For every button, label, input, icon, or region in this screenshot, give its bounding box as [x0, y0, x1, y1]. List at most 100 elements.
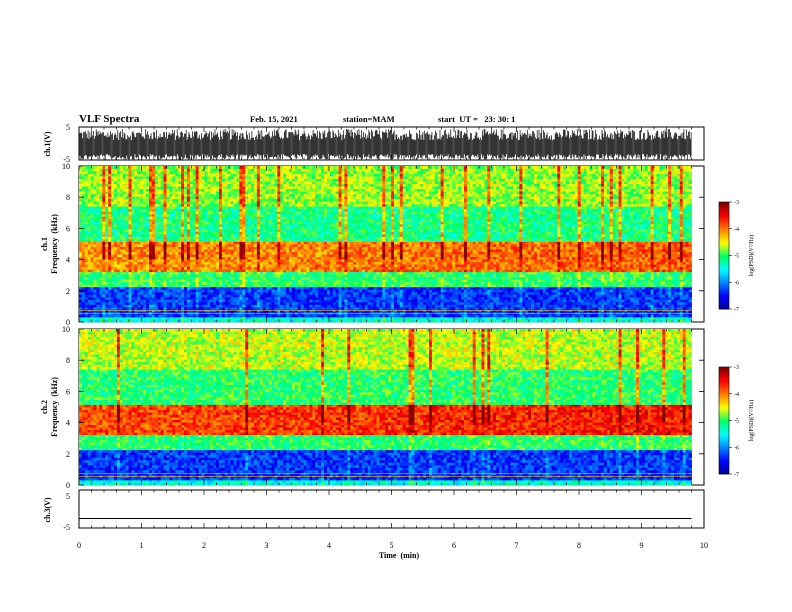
spectrogram-cell	[307, 209, 310, 212]
spectrogram-cell	[295, 304, 298, 307]
spectrogram-cell	[213, 304, 216, 307]
spectrogram-cell	[254, 214, 257, 217]
spectrogram-cell	[132, 297, 135, 300]
spectrogram-cell	[143, 272, 146, 275]
spectrogram-cell	[225, 282, 228, 285]
spectrogram-cell	[199, 299, 202, 302]
spectrogram-cell	[231, 196, 234, 199]
spectrogram-cell	[193, 189, 196, 192]
spectrogram-cell	[210, 299, 213, 302]
spectrogram-cell	[143, 241, 146, 244]
spectrogram-cell	[260, 279, 263, 282]
spectrogram-cell	[286, 166, 289, 169]
spectrogram-cell	[216, 169, 219, 172]
spectrogram-cell	[187, 224, 190, 227]
spectrogram-cell	[88, 239, 91, 242]
spectrogram-cell	[134, 236, 137, 239]
spectrogram-cell	[248, 294, 251, 297]
spectrogram-cell	[79, 277, 82, 280]
spectrogram-cell	[140, 269, 143, 272]
spectrogram-cell	[304, 304, 307, 307]
spectrogram-cell	[260, 181, 263, 184]
spectrogram-cell	[204, 204, 207, 207]
spectrogram-cell	[164, 254, 167, 257]
spectrogram-cell	[190, 206, 193, 209]
spectrogram-cell	[234, 262, 237, 265]
spectrogram-cell	[94, 189, 97, 192]
spectrogram-cell	[272, 199, 275, 202]
spectrogram-cell	[187, 234, 190, 237]
spectrogram-cell	[187, 186, 190, 189]
spectrogram-cell	[248, 244, 251, 247]
spectrogram-cell	[274, 272, 277, 275]
spectrogram-cell	[213, 264, 216, 267]
spectrogram-cell	[155, 214, 158, 217]
spectrogram-cell	[85, 229, 88, 232]
spectrogram-cell	[237, 206, 240, 209]
spectrogram-cell	[295, 297, 298, 300]
spectrogram-cell	[251, 204, 254, 207]
spectrogram-cell	[277, 199, 280, 202]
spectrogram-cell	[85, 309, 88, 312]
spectrogram-cell	[120, 196, 123, 199]
spectrogram-cell	[120, 206, 123, 209]
spectrogram-cell	[225, 206, 228, 209]
spectrogram-cell	[172, 219, 175, 222]
spectrogram-cell	[91, 284, 94, 287]
spectrogram-cell	[149, 319, 152, 322]
ch1-ytick-top: 5	[66, 123, 70, 132]
spectrogram-cell	[88, 294, 91, 297]
spectrogram-cell	[97, 272, 100, 275]
spectrogram-cell	[248, 176, 251, 179]
spectrogram-cell	[260, 241, 263, 244]
spectrogram-cell	[309, 274, 312, 277]
spectrogram-cell	[216, 171, 219, 174]
spectrogram-cell	[237, 289, 240, 292]
spectrogram-cell	[263, 254, 266, 257]
spectrogram-cell	[129, 184, 132, 187]
spectrogram-cell	[97, 236, 100, 239]
spectrogram-cell	[193, 317, 196, 320]
spectrogram-cell	[199, 282, 202, 285]
spectrogram-cell	[123, 267, 126, 270]
spectrogram-cell	[164, 239, 167, 242]
spectrogram-cell	[175, 189, 178, 192]
spectrogram-cell	[280, 299, 283, 302]
spectrogram-cell	[231, 262, 234, 265]
spectrogram-cell	[187, 221, 190, 224]
spectrogram-cell	[120, 219, 123, 222]
spectrogram-cell	[102, 249, 105, 252]
spectrogram-cell	[169, 189, 172, 192]
spectrogram-cell	[286, 216, 289, 219]
spectrogram-cell	[187, 239, 190, 242]
spectrogram-cell	[213, 239, 216, 242]
spectrogram-cell	[123, 189, 126, 192]
spectrogram-cell	[167, 184, 170, 187]
spectrogram-cell	[94, 234, 97, 237]
spectrogram-cell	[292, 249, 295, 252]
spectrogram-cell	[248, 269, 251, 272]
spectrogram-cell	[295, 239, 298, 242]
spectrogram-cell	[222, 244, 225, 247]
spectrogram-cell	[245, 229, 248, 232]
spectrogram-cell	[277, 254, 280, 257]
spectrogram-cell	[295, 174, 298, 177]
spectrogram-cell	[202, 176, 205, 179]
spectrogram-cell	[158, 297, 161, 300]
spectrogram-cell	[274, 191, 277, 194]
spectrogram-cell	[272, 307, 275, 310]
spectrogram-cell	[158, 317, 161, 320]
spectrogram-cell	[216, 299, 219, 302]
spectrogram-cell	[272, 274, 275, 277]
spectrogram-cell	[274, 262, 277, 265]
spectrogram-cell	[216, 282, 219, 285]
spectrogram-cell	[178, 267, 181, 270]
spectrogram-cell	[292, 229, 295, 232]
spectrogram-cell	[105, 284, 108, 287]
spectrogram-cell	[108, 244, 111, 247]
spectrogram-cell	[102, 241, 105, 244]
spectrogram-cell	[283, 264, 286, 267]
spectrogram-cell	[117, 201, 120, 204]
spectrogram-cell	[248, 287, 251, 290]
spectrogram-cell	[196, 181, 199, 184]
